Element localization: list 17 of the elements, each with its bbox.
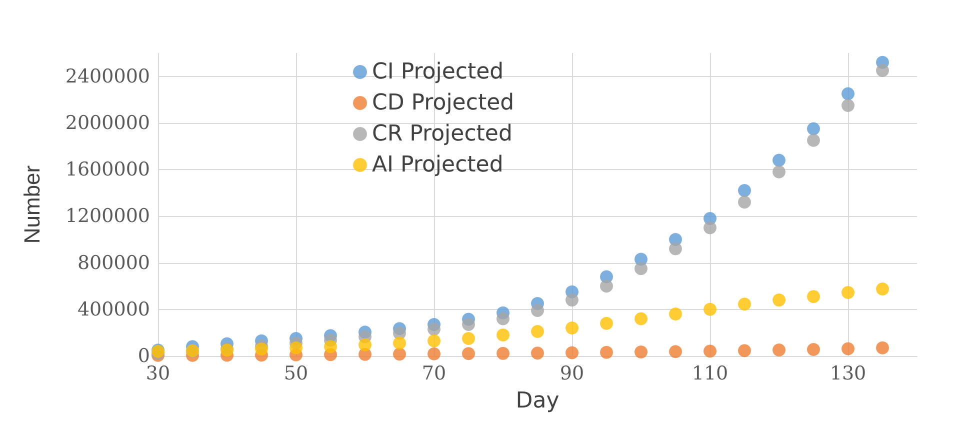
- legend-label: AI Projected: [372, 152, 504, 178]
- y-tick-label: 400000: [77, 298, 150, 320]
- legend-label: CR Projected: [372, 122, 512, 146]
- x-tick-label: 50: [284, 362, 308, 384]
- y-tick-label: 1600000: [65, 158, 150, 181]
- x-tick-label: 90: [560, 362, 584, 384]
- legend-label: CI Projected: [372, 60, 504, 84]
- legend-label: CD Projected: [372, 90, 514, 116]
- x-tick-label: 110: [692, 362, 728, 384]
- y-axis-title: Number: [20, 165, 44, 244]
- x-tick-label: 70: [422, 362, 446, 384]
- x-axis-title: Day: [516, 388, 560, 414]
- y-tick-label: 2000000: [65, 112, 150, 134]
- y-tick-label: 2400000: [65, 65, 150, 88]
- x-tick-label: 130: [830, 362, 866, 384]
- y-tick-label: 1200000: [65, 205, 150, 228]
- y-tick-label: 800000: [77, 252, 150, 274]
